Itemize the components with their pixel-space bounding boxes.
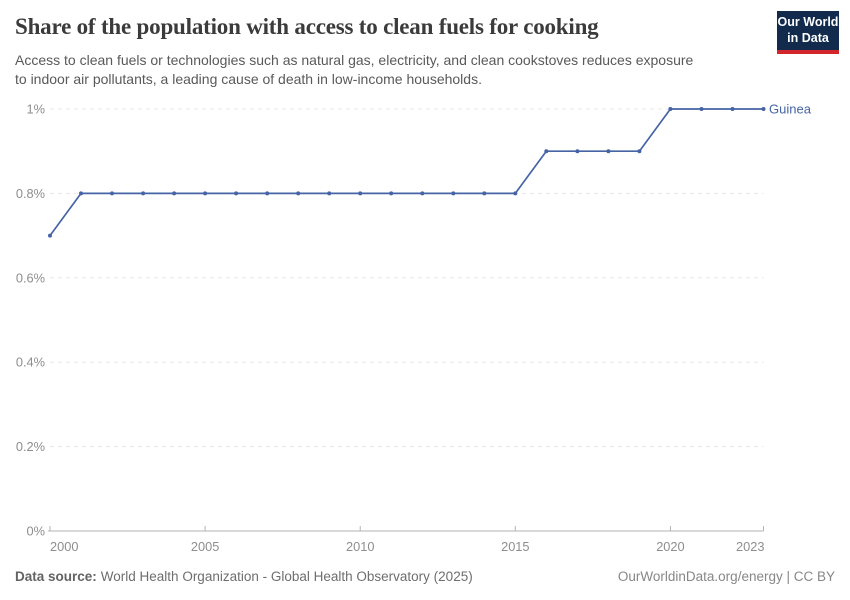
owid-logo-line1: Our World — [777, 15, 839, 29]
entity-label[interactable]: Guinea — [769, 102, 812, 117]
data-point[interactable] — [234, 191, 239, 196]
data-point[interactable] — [110, 191, 114, 196]
data-source-text: World Health Organization - Global Healt… — [100, 569, 473, 584]
data-source: Data source: World Health Organization - … — [15, 569, 473, 584]
page-title: Share of the population with access to c… — [15, 14, 599, 39]
y-tick-label: 0.2% — [16, 439, 45, 454]
x-tick-label: 2005 — [191, 539, 219, 554]
y-tick-label: 0.4% — [16, 355, 45, 370]
license-credit: OurWorldinData.org/energy | CC BY — [617, 569, 835, 584]
y-tick-label: 1% — [27, 102, 46, 117]
data-point[interactable] — [172, 191, 177, 196]
guinea-line[interactable] — [49, 108, 764, 237]
data-point[interactable] — [544, 149, 549, 154]
data-point[interactable] — [482, 191, 487, 196]
x-tick-label: 2020 — [656, 539, 684, 554]
data-point[interactable] — [699, 107, 704, 111]
y-tick-label: 0% — [27, 524, 46, 539]
data-point[interactable] — [296, 191, 301, 196]
owid-logo-accent-bar — [777, 50, 839, 54]
data-point[interactable] — [761, 107, 766, 111]
x-tick-label: 2000 — [50, 539, 78, 554]
data-point[interactable] — [358, 191, 363, 196]
data-point[interactable] — [513, 191, 518, 196]
x-tick-label: 2015 — [501, 539, 529, 554]
data-point[interactable] — [265, 191, 270, 196]
data-point[interactable] — [668, 107, 673, 111]
data-point[interactable] — [451, 191, 456, 196]
data-source-label: Data source: — [15, 569, 97, 584]
owid-logo-line2: in Data — [787, 30, 829, 45]
y-tick-label: 0.8% — [16, 186, 45, 201]
chart-footer: Data source: World Health Organization - … — [15, 569, 835, 584]
data-point[interactable] — [420, 191, 425, 196]
data-point[interactable] — [389, 191, 394, 196]
data-point[interactable] — [203, 191, 208, 196]
data-point[interactable] — [327, 191, 332, 196]
data-point[interactable] — [575, 149, 580, 154]
x-tick-label: 2023 — [736, 539, 764, 554]
x-tick-label: 2010 — [346, 539, 374, 554]
owid-logo-box: Our World in Data — [777, 11, 839, 50]
data-point[interactable] — [637, 149, 642, 154]
chart-subtitle: Access to clean fuels or technologies su… — [15, 52, 694, 87]
data-point[interactable] — [606, 149, 611, 154]
data-point[interactable] — [141, 191, 146, 196]
data-point[interactable] — [79, 191, 83, 196]
owid-logo: Our World in Data — [777, 11, 839, 54]
data-point[interactable] — [48, 233, 52, 238]
y-tick-label: 0.6% — [16, 270, 45, 285]
data-point[interactable] — [730, 107, 735, 111]
